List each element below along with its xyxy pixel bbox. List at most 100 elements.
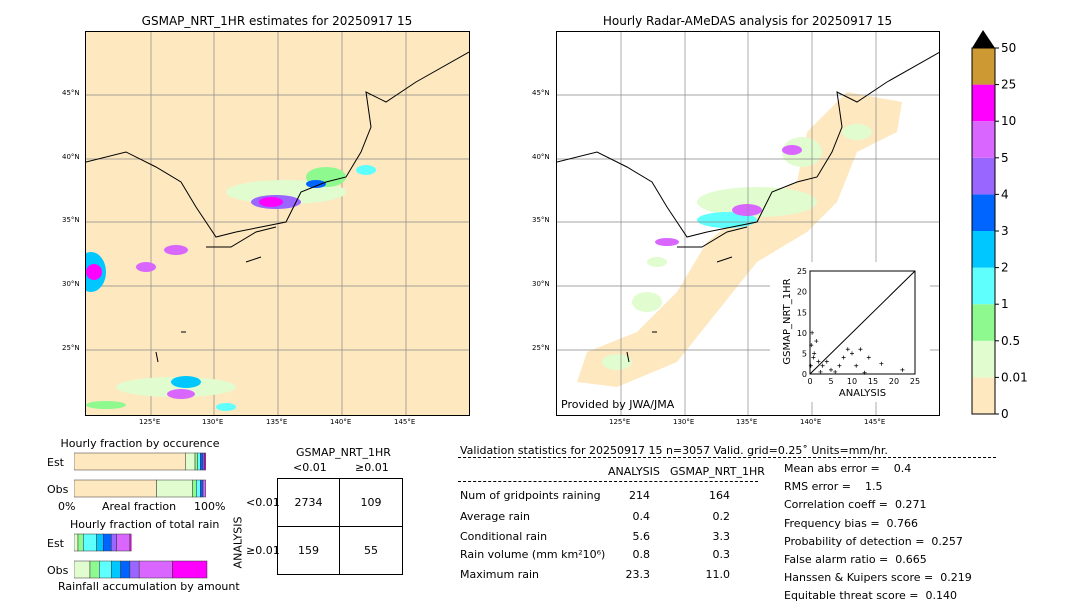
scatter-point xyxy=(837,363,842,368)
colorbar-swatch xyxy=(972,231,995,268)
contingency-table: 2734 109 159 55 xyxy=(277,478,403,575)
rain-cell xyxy=(167,389,195,399)
scatter-point xyxy=(812,351,817,356)
scatter-point xyxy=(841,355,846,360)
cell-hit-none: 2734 xyxy=(294,496,323,509)
rain-cell xyxy=(697,212,757,228)
colorbar-swatch xyxy=(972,267,995,305)
scatter-ytick: 10 xyxy=(797,329,807,338)
lat-label: 45°N xyxy=(62,89,80,97)
stat-gsmap: 0.2 xyxy=(712,510,731,523)
rain-cell xyxy=(136,262,156,272)
rain-cell xyxy=(86,264,102,280)
occ-0: 0% xyxy=(58,500,76,513)
rain-cell xyxy=(655,238,679,246)
scatter-point xyxy=(818,369,823,374)
total-rain-footer: Rainfall accumulation by amount xyxy=(58,580,240,593)
rain-cell xyxy=(782,145,802,155)
tr-obs-label: Obs xyxy=(47,564,69,577)
lon-label: 145°E xyxy=(394,418,416,426)
fraction-segment xyxy=(74,479,157,498)
lon-label: 125°E xyxy=(609,418,631,426)
fraction-segment xyxy=(129,533,132,552)
fraction-segment xyxy=(103,533,112,552)
lat-label: 40°N xyxy=(532,153,550,161)
scatter-xtick: 10 xyxy=(847,377,857,386)
lon-label: 125°E xyxy=(139,418,161,426)
fraction-segment xyxy=(172,560,208,579)
stat-analysis: 5.6 xyxy=(632,530,651,543)
score-line: RMS error = 1.5 xyxy=(784,480,883,494)
scatter-point xyxy=(809,343,814,348)
rain-cell xyxy=(116,377,236,397)
lon-label: 140°E xyxy=(330,418,352,426)
colorbar-swatch xyxy=(972,340,995,378)
colorbar-swatch xyxy=(972,194,995,231)
lon-label: 135°E xyxy=(266,418,288,426)
scatter-point xyxy=(858,347,863,352)
scatter-point xyxy=(829,367,833,372)
scatter-xlabel: ANALYSIS xyxy=(839,388,886,399)
rain-cell xyxy=(697,187,817,217)
fraction-segment xyxy=(197,452,201,471)
stat-label: Maximum rain xyxy=(460,568,539,581)
fraction-segment xyxy=(202,479,206,498)
rain-cell xyxy=(647,257,667,267)
cell-miss: 159 xyxy=(298,544,319,557)
colorbar-swatch xyxy=(972,304,995,341)
lon-label: 130°E xyxy=(202,418,224,426)
colorbar-swatch xyxy=(972,121,995,158)
lon-label: 135°E xyxy=(736,418,758,426)
credit-text: Provided by JWA/JMA xyxy=(561,398,675,411)
scatter-ytick: 5 xyxy=(802,349,807,358)
scatter-ylabel: GSMAP_NRT_1HR xyxy=(782,278,793,364)
fraction-segment xyxy=(185,452,196,471)
scatter-xtick: 5 xyxy=(828,377,833,386)
cont-row2: ≥0.01 xyxy=(246,544,280,557)
scatter-point xyxy=(816,359,821,364)
stat-gsmap: 164 xyxy=(709,489,730,502)
total-rain-title: Hourly fraction of total rain xyxy=(70,518,220,531)
score-line: Mean abs error = 0.4 xyxy=(784,462,912,475)
scatter-point xyxy=(845,347,850,352)
score-line: Frequency bias = 0.766 xyxy=(784,516,919,530)
occurrence-title: Hourly fraction by occurence xyxy=(60,437,220,450)
stat-label: Num of gridpoints raining xyxy=(460,489,601,502)
tr-est-label: Est xyxy=(47,537,64,550)
scatter-point xyxy=(850,351,854,356)
occ-axis-label: Areal fraction xyxy=(102,500,177,513)
fraction-segment xyxy=(204,452,206,471)
fraction-segment xyxy=(156,479,193,498)
scatter-point xyxy=(814,339,819,344)
colorbar-tick: 5 xyxy=(1001,151,1009,165)
lat-label: 25°N xyxy=(532,344,550,352)
colorbar-swatch xyxy=(972,84,995,122)
stat-gsmap: 3.3 xyxy=(712,530,731,543)
scatter-inset: 0 0 5 5 10 10 15 15 20 20 25 25 ANALYSIS GSMAP_NRT_1H… xyxy=(770,262,930,402)
rain-cell xyxy=(632,292,662,312)
lat-label: 30°N xyxy=(532,280,550,288)
colorbar: 0 0.01 0.5 1 2 3 4 5 10 25 50 xyxy=(971,30,1028,420)
scatter-xtick: 20 xyxy=(889,377,899,386)
rain-cell xyxy=(602,354,632,370)
fraction-segment xyxy=(77,533,84,552)
stat-analysis: 23.3 xyxy=(625,568,651,581)
fraction-segment xyxy=(200,452,204,471)
scatter-point xyxy=(824,359,829,364)
occurrence-bars xyxy=(74,452,206,498)
lat-label: 35°N xyxy=(62,216,80,224)
fraction-segment xyxy=(194,452,198,471)
rain-cell xyxy=(259,197,283,207)
scatter-point xyxy=(862,370,867,375)
stat-label: Conditional rain xyxy=(460,530,548,543)
score-line: Hanssen & Kuipers score = 0.219 xyxy=(784,571,972,585)
scatter-point xyxy=(900,367,905,372)
scatter-xtick: 0 xyxy=(807,377,812,386)
fraction-segment xyxy=(89,560,100,579)
rain-cell xyxy=(171,376,201,388)
scatter-ytick: 25 xyxy=(797,267,807,276)
fraction-segment xyxy=(138,560,173,579)
total-rain-bars xyxy=(74,533,208,579)
colorbar-swatch xyxy=(972,48,995,85)
cell-false-alarm: 109 xyxy=(360,496,382,509)
